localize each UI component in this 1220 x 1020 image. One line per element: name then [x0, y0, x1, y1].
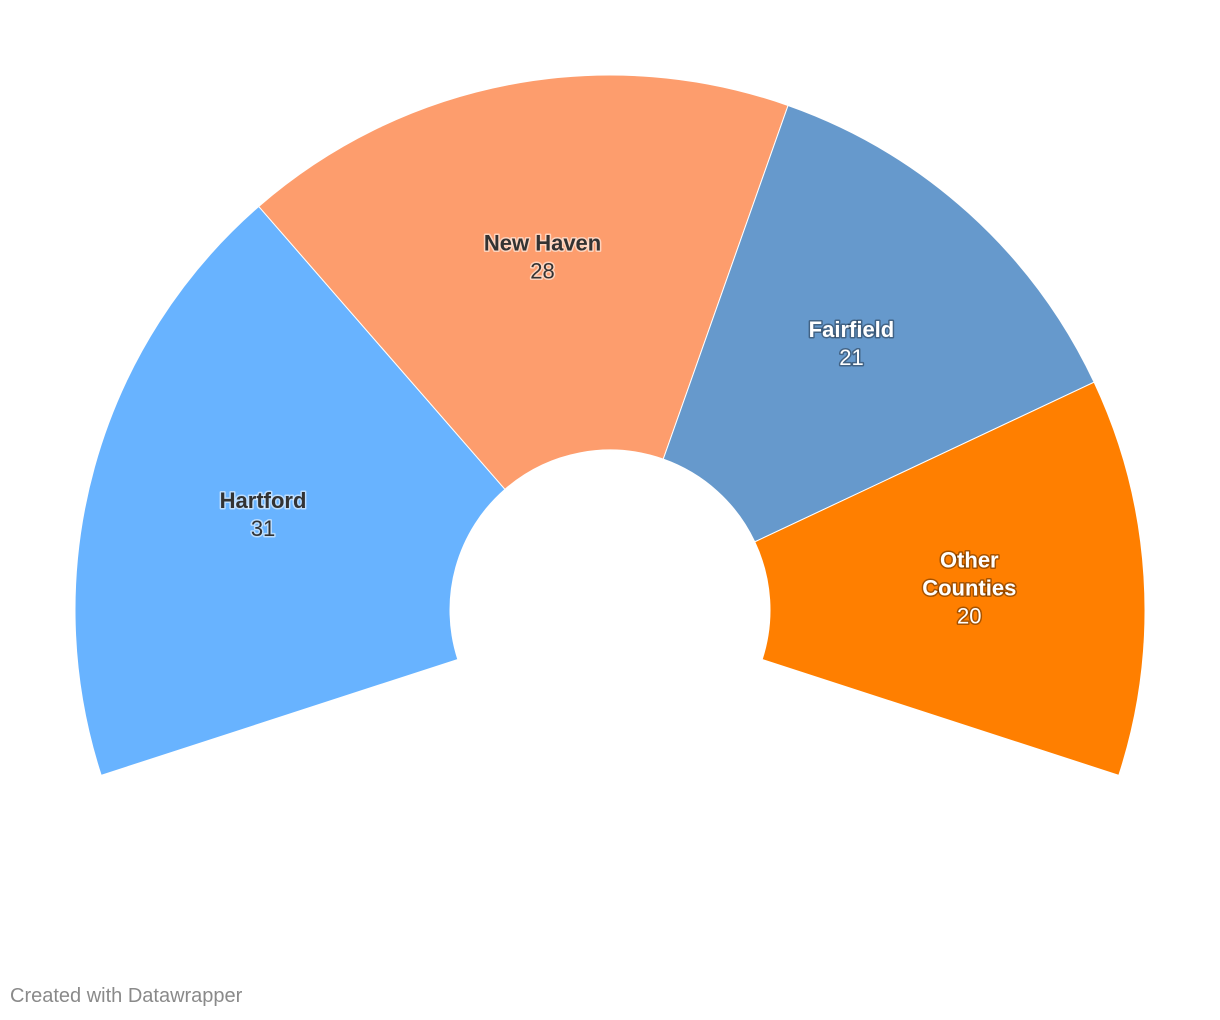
slice-other-counties[interactable] — [754, 381, 1146, 776]
slice-value-fairfield: 21 — [839, 345, 863, 370]
slice-value-hartford: 31 — [251, 516, 275, 541]
slice-label-other-counties-line-2: Counties — [922, 575, 1016, 600]
slice-hartford[interactable] — [74, 205, 506, 776]
datawrapper-credit[interactable]: Created with Datawrapper — [10, 985, 243, 1007]
slice-label-other-counties-line-1: Other — [940, 547, 999, 572]
slice-value-other-counties: 20 — [957, 603, 981, 628]
slice-label-hartford: Hartford — [220, 488, 307, 513]
slice-label-fairfield: Fairfield — [809, 317, 895, 342]
slice-label-new-haven: New Haven — [484, 230, 601, 255]
slice-value-new-haven: 28 — [530, 258, 554, 283]
slice-new-haven[interactable] — [258, 74, 789, 491]
